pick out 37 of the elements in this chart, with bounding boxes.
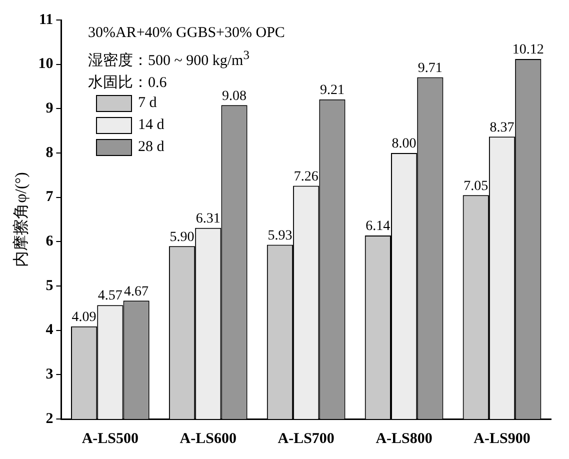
y-axis-title: 内摩擦角φ/(°) [12, 172, 30, 267]
y-tick-label: 8 [46, 144, 54, 161]
legend-label: 14 d [138, 116, 164, 134]
data-label: 9.21 [320, 83, 344, 98]
annotation: 湿密度：500 ~ 900 kg/m$^{3}$ [88, 47, 250, 71]
y-tick-label: 6 [46, 234, 54, 250]
data-label: 9.08 [222, 88, 247, 104]
data-label: 7.26 [294, 169, 318, 184]
data-label: 4.67 [124, 284, 149, 300]
y-tick-label: 11 [39, 12, 54, 28]
x-tick-label: A-LS900 [474, 430, 530, 447]
data-label: 5.93 [268, 228, 292, 244]
legend-label: 7 d [138, 94, 157, 112]
x-tick-label: A-LS600 [180, 430, 236, 447]
y-tick-label: 4 [46, 322, 54, 338]
data-label: 8.37 [490, 120, 514, 136]
y-tick-label: 7 [46, 189, 54, 206]
data-label: 5.90 [170, 230, 194, 245]
y-tick-label: 9 [46, 100, 54, 117]
data-label: 7.05 [464, 178, 488, 194]
y-tick-label: 3 [46, 366, 54, 383]
y-tick-label: 2 [46, 410, 54, 427]
x-tick-label: A-LS700 [278, 430, 334, 447]
data-label: 4.57 [98, 288, 122, 304]
data-label: 9.71 [418, 60, 442, 76]
x-tick-label: A-LS500 [82, 430, 139, 447]
legend-label: 28 d [138, 138, 164, 156]
data-label: 6.31 [196, 212, 220, 227]
data-label: 8.00 [392, 136, 416, 152]
y-tick-label: 10 [38, 56, 54, 72]
data-label: 10.12 [512, 42, 544, 58]
x-tick-label: A-LS800 [376, 430, 432, 447]
annotation: 水固比：0.6 [88, 75, 167, 91]
y-tick-label: 5 [46, 278, 54, 294]
data-label: 4.09 [72, 310, 96, 326]
data-label: 6.14 [366, 219, 390, 234]
annotation: 30%AR+40% GGBS+30% OPC [88, 24, 285, 43]
